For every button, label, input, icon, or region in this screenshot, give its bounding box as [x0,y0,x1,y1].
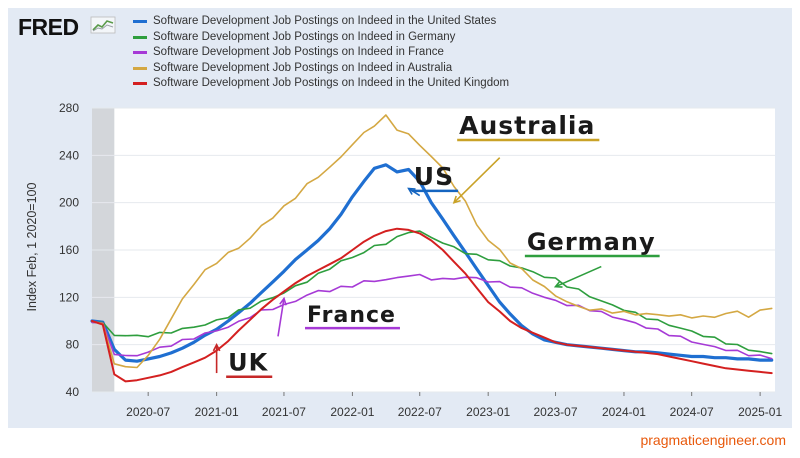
y-tick-label: 280 [59,101,79,115]
annotation-arrowhead [452,195,461,204]
x-tick-label: 2023-07 [533,405,577,419]
y-tick-label: 40 [66,385,80,399]
x-tick-label: 2025-01 [738,405,782,419]
legend-swatch [133,20,147,23]
annotation-label: US [414,162,454,191]
annotation-arrowhead [279,296,287,306]
annotation-arrow [555,265,602,288]
annotation-arrow [408,187,421,197]
y-tick-label: 80 [66,338,80,352]
annotation-arrowhead [212,342,221,352]
legend-swatch [133,82,147,85]
legend-swatch [133,51,147,54]
legend-item: Software Development Job Postings on Ind… [133,61,509,77]
legend-label: Software Development Job Postings on Ind… [153,30,456,43]
annotation-arrowhead [407,187,416,195]
annotation-arrow [453,157,501,204]
legend-swatch [133,66,147,70]
legend-label: Software Development Job Postings on Ind… [153,15,497,27]
fred-chart-icon [90,16,116,34]
y-tick-label: 120 [59,290,79,304]
annotation-label: Germany [527,228,656,256]
x-tick-label: 2021-01 [195,405,239,419]
legend-label: Software Development Job Postings on Ind… [153,77,510,89]
x-tick-label: 2021-07 [262,405,306,419]
y-tick-label: 160 [59,243,79,257]
annotation-arrowhead [553,280,563,288]
series-line [91,114,773,369]
chart-legend: Software Development Job Postings on Ind… [133,14,509,92]
series-line [91,273,773,360]
legend-item: Software Development Job Postings on Ind… [133,30,509,46]
x-tick-label: 2020-07 [126,405,170,419]
series-line [90,163,774,363]
annotation-label: Australia [459,111,595,140]
legend-swatch [133,35,147,39]
legend-item: Software Development Job Postings on Ind… [133,14,509,30]
series-line [91,227,773,383]
x-tick-label: 2022-07 [398,405,442,419]
legend-label: Software Development Job Postings on Ind… [153,46,444,58]
x-tick-label: 2024-01 [602,405,646,419]
legend-label: Software Development Job Postings on Ind… [153,61,453,74]
fred-logo: FRED [18,14,79,40]
series-line [91,230,773,355]
source-credit: pragmaticengineer.com [640,432,786,448]
annotation-arrow [277,298,285,337]
y-tick-label: 240 [59,148,79,162]
legend-item: Software Development Job Postings on Ind… [133,76,509,92]
x-tick-label: 2023-01 [466,405,510,419]
x-tick-label: 2022-01 [330,405,374,419]
annotation-label: UK [228,349,268,377]
legend-item: Software Development Job Postings on Ind… [133,45,509,61]
annotation-label: France [307,303,396,328]
y-tick-label: 200 [59,196,79,210]
x-tick-label: 2024-07 [670,405,714,419]
